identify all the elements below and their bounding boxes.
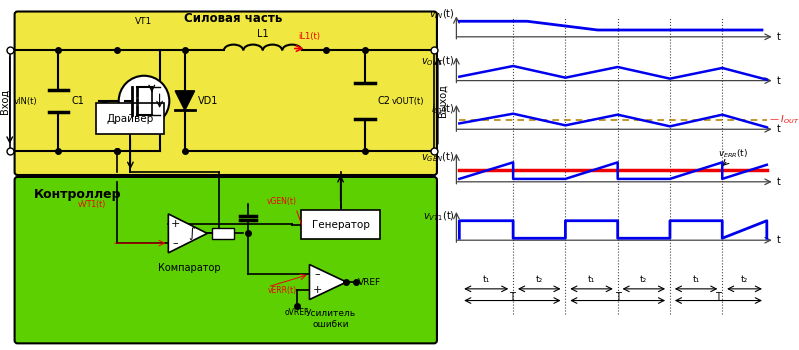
Text: VREF: VREF bbox=[358, 278, 381, 287]
Text: Компаратор: Компаратор bbox=[158, 262, 221, 273]
Text: VD1: VD1 bbox=[197, 96, 218, 106]
Text: $v_{VT1}$(t): $v_{VT1}$(t) bbox=[423, 209, 455, 223]
Polygon shape bbox=[309, 265, 347, 300]
Text: +: + bbox=[170, 219, 180, 229]
Text: t: t bbox=[777, 76, 781, 86]
Text: t₂: t₂ bbox=[535, 275, 543, 284]
Text: $v_{ERR}$(t): $v_{ERR}$(t) bbox=[718, 148, 748, 160]
Text: $v_{IN}$(t): $v_{IN}$(t) bbox=[429, 8, 455, 21]
Text: –: – bbox=[315, 269, 320, 279]
Text: t₁: t₁ bbox=[483, 275, 490, 284]
Text: Драйвер: Драйвер bbox=[107, 113, 154, 124]
Polygon shape bbox=[169, 214, 207, 253]
Text: vOUT(t): vOUT(t) bbox=[392, 97, 424, 106]
Text: iL1(t): iL1(t) bbox=[299, 32, 320, 41]
Text: Вход: Вход bbox=[0, 89, 10, 114]
Text: Генератор: Генератор bbox=[312, 220, 369, 230]
Text: t: t bbox=[777, 124, 781, 134]
Text: T: T bbox=[715, 292, 721, 302]
Text: L1: L1 bbox=[257, 29, 268, 39]
Text: Усилитель
ошибки: Усилитель ошибки bbox=[306, 309, 356, 329]
FancyBboxPatch shape bbox=[14, 177, 437, 343]
Text: C1: C1 bbox=[71, 96, 84, 106]
Text: t₁: t₁ bbox=[588, 275, 595, 284]
Text: — $I_{OUT}$: — $I_{OUT}$ bbox=[769, 113, 799, 126]
FancyBboxPatch shape bbox=[213, 228, 233, 239]
Text: –: – bbox=[173, 238, 178, 248]
Text: oVREF: oVREF bbox=[284, 308, 309, 317]
Text: t: t bbox=[777, 177, 781, 187]
Text: VT1: VT1 bbox=[135, 17, 153, 26]
Text: $v_{OUT}$(t): $v_{OUT}$(t) bbox=[421, 54, 455, 68]
FancyBboxPatch shape bbox=[14, 12, 437, 175]
Text: Силовая часть: Силовая часть bbox=[185, 12, 283, 24]
Text: ∫: ∫ bbox=[189, 227, 195, 240]
Text: vVT1(t): vVT1(t) bbox=[78, 200, 106, 209]
FancyBboxPatch shape bbox=[97, 103, 165, 134]
Text: $v_{GEN}$(t): $v_{GEN}$(t) bbox=[421, 151, 455, 164]
Text: t₂: t₂ bbox=[640, 275, 647, 284]
Text: T: T bbox=[510, 292, 515, 302]
Text: T: T bbox=[614, 292, 621, 302]
Text: t₂: t₂ bbox=[741, 275, 748, 284]
Text: C2: C2 bbox=[378, 96, 391, 106]
Text: t: t bbox=[777, 32, 781, 42]
Text: Выход: Выход bbox=[438, 85, 447, 118]
Text: vERR(t): vERR(t) bbox=[268, 286, 296, 295]
Text: t: t bbox=[777, 235, 781, 245]
Circle shape bbox=[119, 76, 169, 126]
Text: t₁: t₁ bbox=[693, 275, 700, 284]
Polygon shape bbox=[175, 91, 195, 110]
Text: $i_{L1}$(t): $i_{L1}$(t) bbox=[431, 102, 455, 116]
FancyBboxPatch shape bbox=[300, 210, 380, 239]
Text: vGEN(t): vGEN(t) bbox=[267, 197, 296, 206]
Text: +: + bbox=[312, 285, 322, 295]
Text: vIN(t): vIN(t) bbox=[14, 97, 38, 106]
Text: Контроллер: Контроллер bbox=[34, 188, 121, 201]
